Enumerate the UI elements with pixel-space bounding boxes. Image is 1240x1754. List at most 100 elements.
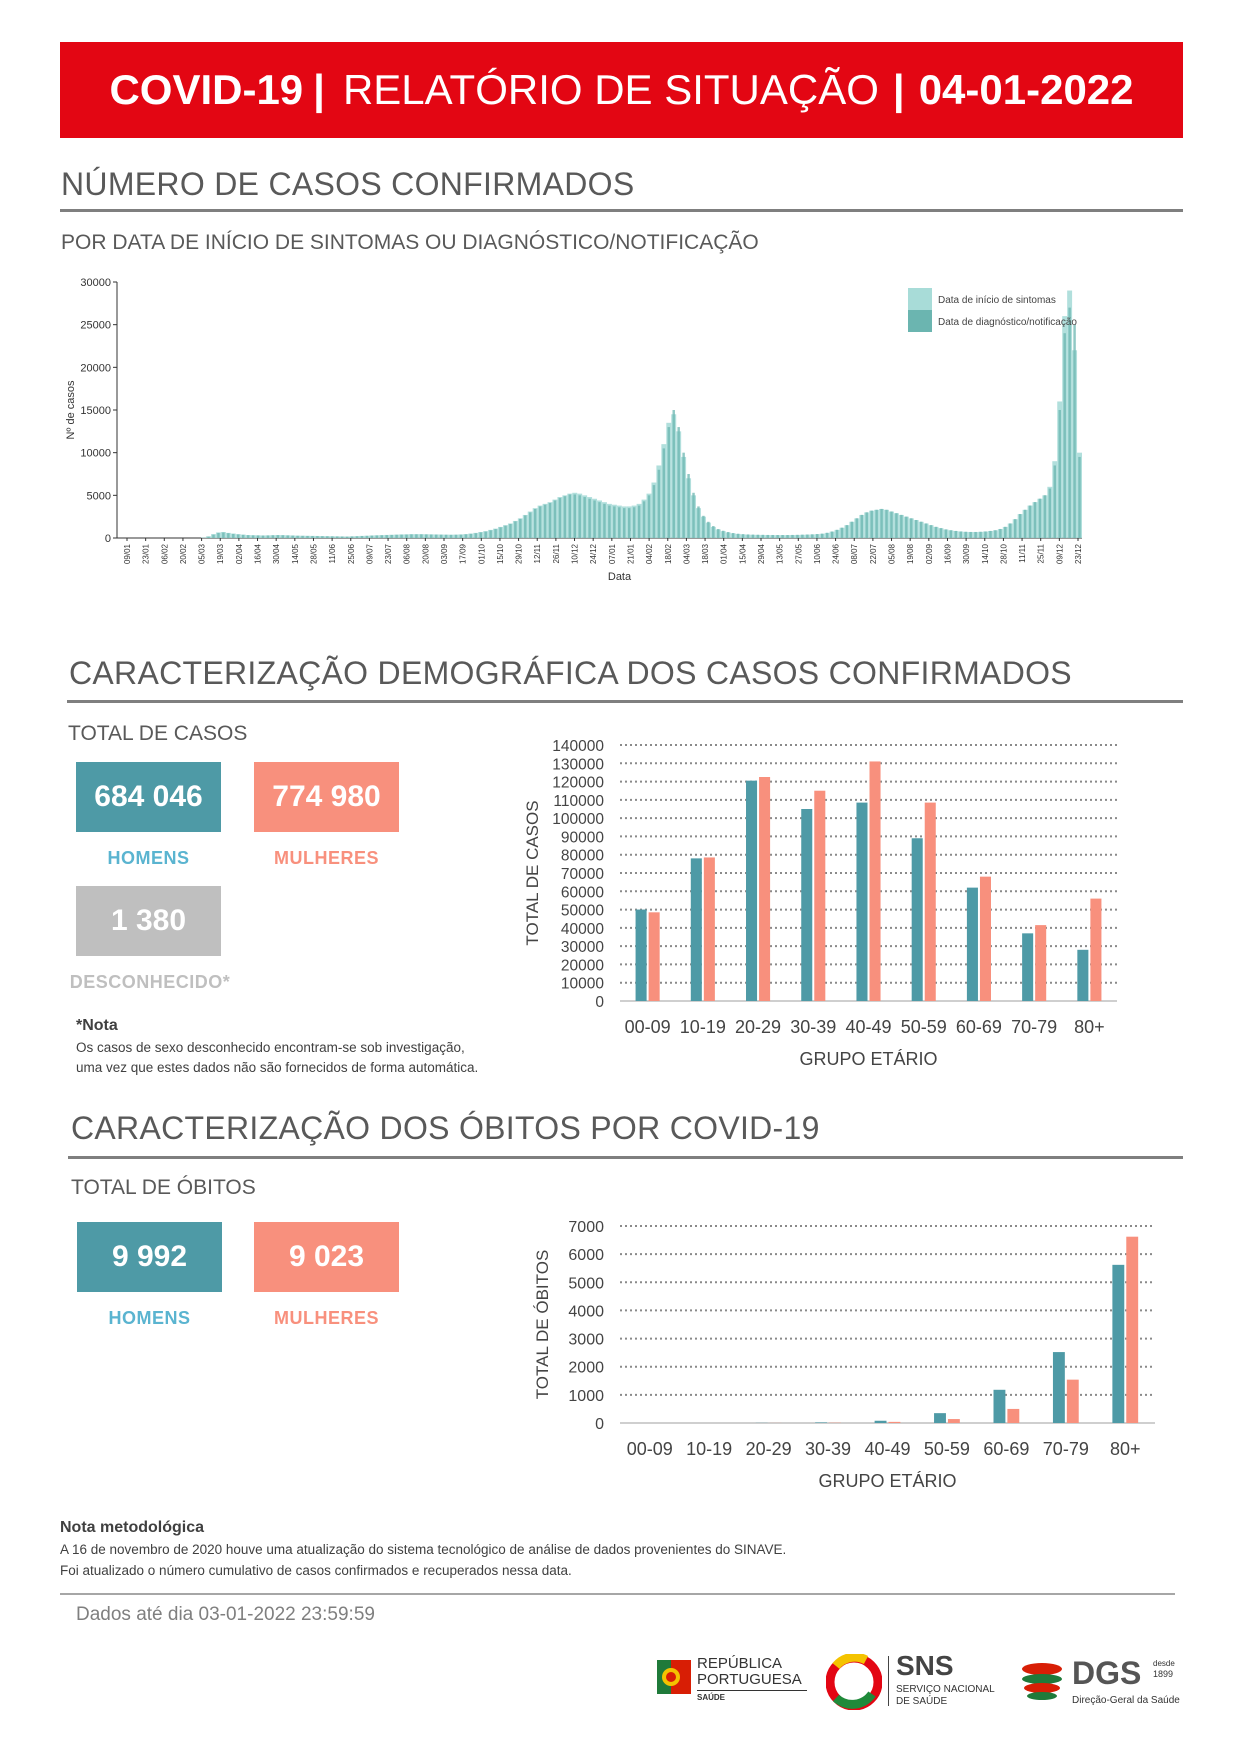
x-tick-label: 28/05	[309, 543, 318, 564]
epi-bar	[1028, 505, 1032, 538]
epi-bar	[776, 535, 779, 538]
y-axis-title: TOTAL DE CASOS	[523, 800, 542, 945]
x-tick-label: 30/09	[962, 543, 971, 564]
epi-bar	[222, 532, 225, 538]
y-tick-label: 4000	[568, 1303, 604, 1320]
epi-bar	[865, 512, 868, 538]
y-tick-label: 1000	[568, 1388, 604, 1405]
x-tick-label: 11/11	[1018, 543, 1027, 562]
category-label: 10-19	[686, 1439, 732, 1459]
epi-bar	[400, 534, 403, 538]
x-tick-label: 23/12	[1074, 543, 1083, 564]
epi-bar	[910, 518, 913, 538]
epi-bar	[479, 532, 482, 538]
section-title-deaths: CARACTERIZAÇÃO DOS ÓBITOS POR COVID-19	[71, 1110, 820, 1146]
bar-homens	[746, 780, 758, 1001]
epi-bar	[256, 535, 260, 538]
category-label: 10-19	[680, 1017, 726, 1037]
epi-bar	[924, 523, 928, 538]
epi-bar	[662, 448, 666, 538]
epi-bar	[286, 535, 289, 538]
bar-homens	[635, 909, 647, 1001]
epi-bar	[1004, 526, 1007, 538]
epi-bar	[1078, 456, 1081, 538]
epi-bar	[563, 496, 567, 538]
men-cases-box: 684 046	[76, 762, 221, 832]
bar-homens	[874, 1420, 887, 1423]
title-separator: |	[313, 66, 325, 113]
epi-bar	[514, 521, 517, 538]
epi-bar	[979, 531, 982, 538]
y-tick-label: 10000	[80, 448, 111, 460]
x-tick-label: 15/10	[496, 543, 505, 564]
epi-bar	[642, 501, 646, 538]
epi-bar	[974, 531, 977, 538]
epi-bar	[840, 527, 844, 538]
epi-bar	[751, 534, 755, 538]
epi-bar	[791, 534, 794, 538]
epi-bar	[766, 534, 769, 538]
epi-bar	[845, 525, 849, 538]
legend-label: Data de início de sintomas	[938, 295, 1056, 306]
x-tick-label: 20/02	[179, 543, 188, 564]
bar-homens	[690, 858, 702, 1001]
epi-bar	[444, 534, 448, 538]
epi-bar	[608, 505, 611, 538]
bar-homens	[1077, 949, 1089, 1001]
unknown-cases-box: 1 380	[76, 886, 221, 956]
x-tick-label: 18/02	[664, 543, 673, 564]
methodology-title: Nota metodológica	[60, 1519, 205, 1536]
epi-bar	[1043, 495, 1047, 538]
epi-bar	[613, 506, 616, 538]
epi-bar	[870, 510, 873, 538]
epi-bar	[1038, 498, 1042, 538]
category-label: 30-39	[790, 1017, 836, 1037]
y-tick-label: 100000	[552, 811, 604, 828]
category-label: 20-29	[735, 1017, 781, 1037]
bar-mulheres	[1007, 1408, 1020, 1423]
epi-bar	[1033, 502, 1037, 538]
epi-bar	[454, 534, 458, 538]
epi-bar	[232, 533, 235, 538]
epi-bar	[340, 536, 344, 538]
total-deaths-label: TOTAL DE ÓBITOS	[71, 1176, 256, 1199]
report-title: COVID-19 | RELATÓRIO DE SITUAÇÃO | 04-01…	[60, 42, 1183, 138]
x-tick-label: 06/02	[160, 543, 169, 564]
epi-bar	[850, 521, 854, 538]
epi-bar	[415, 534, 418, 538]
x-tick-label: 02/09	[925, 543, 934, 564]
bar-mulheres	[979, 876, 991, 1001]
epi-bar	[914, 519, 918, 538]
category-label: 70-79	[1011, 1017, 1057, 1037]
epi-bar	[954, 530, 958, 538]
epi-bar	[880, 508, 883, 538]
epi-bar	[538, 506, 542, 538]
x-tick-label: 22/07	[869, 543, 878, 564]
x-tick-label: 26/11	[552, 543, 561, 563]
x-tick-label: 09/01	[123, 543, 132, 564]
epi-bar	[820, 533, 824, 538]
sns-emblem-icon	[826, 1654, 882, 1710]
epi-bar	[217, 532, 220, 538]
unknown-cases-label: DESCONHECIDO*	[69, 972, 231, 992]
epi-bar	[430, 534, 433, 538]
methodology-text-1: A 16 de novembro de 2020 houve uma atual…	[60, 1542, 787, 1557]
bar-mulheres	[869, 761, 881, 1001]
epi-bar	[721, 530, 725, 538]
x-tick-label: 17/09	[459, 543, 468, 564]
epi-bar	[944, 529, 948, 538]
category-label: 00-09	[627, 1439, 673, 1459]
title-covid: COVID-19	[109, 66, 304, 113]
category-label: 60-69	[983, 1439, 1029, 1459]
epi-bar	[469, 533, 473, 538]
epi-bar	[835, 529, 839, 538]
epi-bar	[825, 532, 829, 538]
x-tick-label: 09/12	[1055, 543, 1064, 564]
x-tick-label: 10/12	[571, 543, 580, 564]
epi-bar	[746, 534, 750, 538]
epi-bar	[345, 536, 349, 538]
epi-bar	[573, 494, 576, 538]
epi-bar	[707, 521, 710, 538]
epi-bar	[360, 536, 364, 538]
